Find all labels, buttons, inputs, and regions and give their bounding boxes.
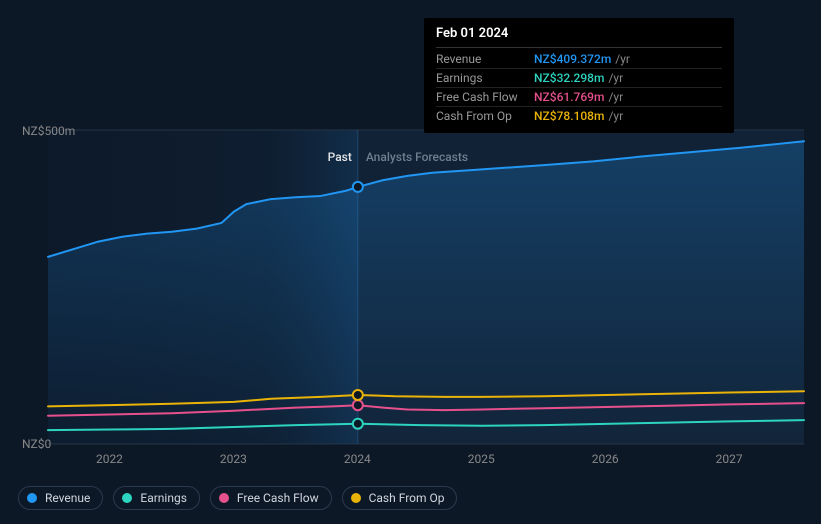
x-axis-label: 2024 (344, 452, 371, 466)
tooltip-metric-label: Cash From Op (436, 109, 534, 123)
legend-item-label: Revenue (45, 491, 90, 505)
legend-dot-icon (27, 493, 37, 503)
legend-dot-icon (122, 493, 132, 503)
tooltip-metric-label: Revenue (436, 52, 534, 66)
x-axis-label: 2025 (468, 452, 495, 466)
chart-tooltip: Feb 01 2024 RevenueNZ$409.372m/yrEarning… (424, 18, 734, 133)
legend-item-earnings[interactable]: Earnings (113, 486, 200, 510)
tooltip-row: EarningsNZ$32.298m/yr (436, 69, 722, 88)
legend-item-free-cash-flow[interactable]: Free Cash Flow (210, 486, 332, 510)
tooltip-metric-value: NZ$61.769m (534, 90, 604, 104)
tooltip-metric-value: NZ$409.372m (534, 52, 611, 66)
legend-item-cash-from-op[interactable]: Cash From Op (342, 486, 458, 510)
region-label-forecast: Analysts Forecasts (366, 150, 468, 164)
legend-item-label: Cash From Op (369, 491, 445, 505)
legend-dot-icon (351, 493, 361, 503)
tooltip-row: Free Cash FlowNZ$61.769m/yr (436, 88, 722, 107)
region-label-past: Past (328, 150, 352, 164)
y-axis-label-0: NZ$0 (22, 437, 51, 451)
x-axis-label: 2023 (220, 452, 247, 466)
tooltip-metric-label: Free Cash Flow (436, 90, 534, 104)
legend-dot-icon (219, 493, 229, 503)
x-axis-label: 2022 (96, 452, 123, 466)
tooltip-metric-unit: /yr (608, 109, 623, 123)
tooltip-metric-value: NZ$32.298m (534, 71, 604, 85)
tooltip-metric-unit: /yr (608, 71, 623, 85)
tooltip-row: Cash From OpNZ$78.108m/yr (436, 107, 722, 125)
y-axis-label-500: NZ$500m (22, 124, 75, 138)
x-axis-label: 2026 (592, 452, 619, 466)
legend-item-label: Earnings (140, 491, 187, 505)
legend-item-label: Free Cash Flow (237, 491, 319, 505)
x-axis-label: 2027 (716, 452, 743, 466)
legend: Revenue Earnings Free Cash Flow Cash From O… (18, 486, 457, 510)
tooltip-metric-label: Earnings (436, 71, 534, 85)
tooltip-metric-value: NZ$78.108m (534, 109, 604, 123)
legend-item-revenue[interactable]: Revenue (18, 486, 103, 510)
tooltip-row: RevenueNZ$409.372m/yr (436, 50, 722, 69)
tooltip-date: Feb 01 2024 (436, 26, 722, 48)
tooltip-metric-unit: /yr (608, 90, 623, 104)
tooltip-metric-unit: /yr (615, 52, 630, 66)
financial-forecast-chart: NZ$500m NZ$0 Past Analysts Forecasts 202… (0, 0, 821, 524)
